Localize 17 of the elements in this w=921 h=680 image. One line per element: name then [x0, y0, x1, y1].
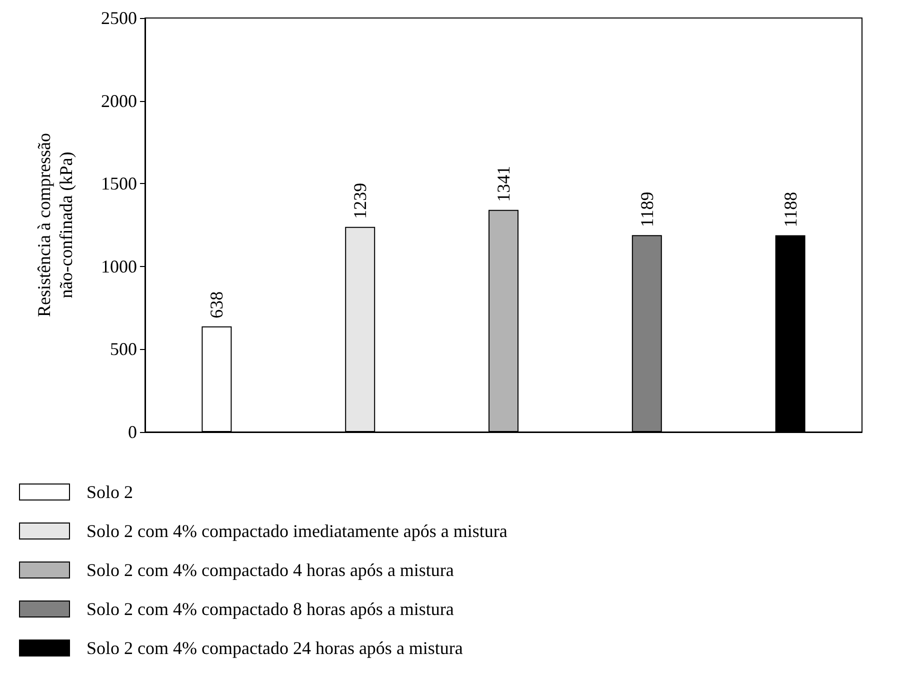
y-tick-label: 2000	[101, 90, 137, 111]
y-tick-label: 1500	[101, 174, 137, 194]
data-label: 1188	[780, 192, 800, 228]
data-label: 1189	[636, 192, 657, 228]
legend-label: Solo 2 com 4% compactado imediatamente após a mistura	[86, 521, 508, 541]
y-tick-label: 2500	[101, 8, 137, 28]
legend-label: Solo 2 com 4% compactado 8 horas após a mistura	[86, 599, 454, 619]
data-label: 1239	[350, 182, 370, 219]
data-label: 638	[206, 291, 227, 318]
y-tick-label: 1000	[101, 256, 137, 276]
legend-label: Solo 2	[86, 482, 134, 502]
y-tick-label: 0	[128, 422, 137, 442]
legend-label: Solo 2 com 4% compactado 24 horas após a mistura	[86, 638, 463, 658]
y-tick-label: 500	[110, 339, 137, 360]
data-label: 1341	[494, 166, 514, 202]
y-axis-title: Resistência à compressão não-confinada (kPa)	[34, 133, 76, 317]
legend-label: Solo 2 com 4% compactado 4 horas após a mistura	[86, 560, 454, 580]
